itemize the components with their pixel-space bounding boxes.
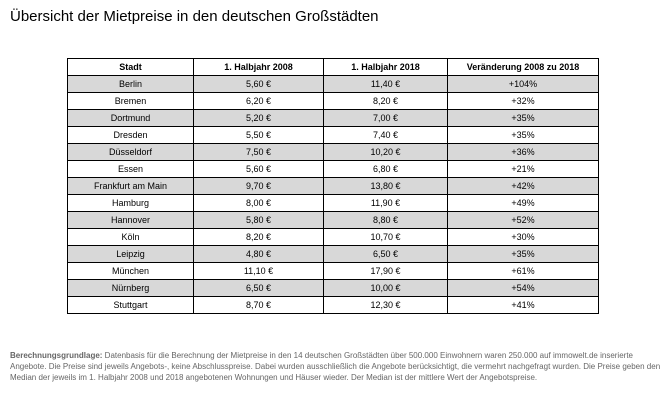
table-row: Hamburg 8,00 €11,90 € +49% — [67, 194, 599, 212]
value-cell: 4,80 € — [193, 245, 324, 263]
value-cell: 5,60 € — [193, 75, 324, 93]
value-cell: 7,00 € — [323, 109, 448, 127]
value-cell: 6,50 € — [193, 279, 324, 297]
city-cell: Leipzig — [67, 245, 194, 263]
value-cell: 8,20 € — [193, 228, 324, 246]
rent-price-table: Stadt 1. Halbjahr 2008 1. Halbjahr 2018 Ver… — [67, 58, 599, 314]
table-row: Nürnberg 6,50 €10,00 € +54% — [67, 279, 599, 297]
value-cell: 10,70 € — [323, 228, 448, 246]
city-cell: Frankfurt am Main — [67, 177, 194, 195]
city-cell: Dortmund — [67, 109, 194, 127]
city-cell: Essen — [67, 160, 194, 178]
column-header: Stadt — [67, 58, 194, 76]
value-cell: +49% — [447, 194, 599, 212]
value-cell: 11,40 € — [323, 75, 448, 93]
value-cell: 13,80 € — [323, 177, 448, 195]
value-cell: 11,90 € — [323, 194, 448, 212]
city-cell: Köln — [67, 228, 194, 246]
table-row: Frankfurt am Main 9,70 €13,80 € +42% — [67, 177, 599, 195]
value-cell: 6,20 € — [193, 92, 324, 110]
city-cell: Bremen — [67, 92, 194, 110]
table-row: Dortmund 5,20 €7,00 € +35% — [67, 109, 599, 127]
table-row: München 11,10 €17,90 € +61% — [67, 262, 599, 280]
city-cell: Hannover — [67, 211, 194, 229]
table-row: Berlin 5,60 €11,40 € +104% — [67, 75, 599, 93]
table-row: Düsseldorf 7,50 €10,20 € +36% — [67, 143, 599, 161]
value-cell: +36% — [447, 143, 599, 161]
value-cell: 17,90 € — [323, 262, 448, 280]
value-cell: +35% — [447, 245, 599, 263]
value-cell: 8,80 € — [323, 211, 448, 229]
value-cell: +52% — [447, 211, 599, 229]
city-cell: Düsseldorf — [67, 143, 194, 161]
table-row: Leipzig 4,80 €6,50 € +35% — [67, 245, 599, 263]
value-cell: 5,60 € — [193, 160, 324, 178]
value-cell: +61% — [447, 262, 599, 280]
table-row: Stuttgart 8,70 €12,30 € +41% — [67, 296, 599, 314]
city-cell: Nürnberg — [67, 279, 194, 297]
column-header: Veränderung 2008 zu 2018 — [447, 58, 599, 76]
footnote: Berechnungsgrundlage: Datenbasis für die… — [10, 350, 663, 383]
value-cell: 10,20 € — [323, 143, 448, 161]
value-cell: 12,30 € — [323, 296, 448, 314]
city-cell: Hamburg — [67, 194, 194, 212]
table-row: Dresden 5,50 €7,40 € +35% — [67, 126, 599, 144]
table-body: Berlin 5,60 €11,40 € +104% Bremen 6,20 €8,20… — [67, 75, 599, 314]
value-cell: 8,70 € — [193, 296, 324, 314]
footnote-text: Datenbasis für die Berechnung der Mietpr… — [10, 351, 661, 382]
value-cell: 5,20 € — [193, 109, 324, 127]
table-head: Stadt 1. Halbjahr 2008 1. Halbjahr 2018 Ver… — [67, 58, 599, 76]
value-cell: +42% — [447, 177, 599, 195]
value-cell: 9,70 € — [193, 177, 324, 195]
value-cell: +35% — [447, 109, 599, 127]
city-cell: München — [67, 262, 194, 280]
value-cell: 6,80 € — [323, 160, 448, 178]
value-cell: +41% — [447, 296, 599, 314]
value-cell: +104% — [447, 75, 599, 93]
value-cell: +21% — [447, 160, 599, 178]
value-cell: 8,00 € — [193, 194, 324, 212]
table-header-row: Stadt 1. Halbjahr 2008 1. Halbjahr 2018 Ver… — [67, 58, 599, 76]
city-cell: Berlin — [67, 75, 194, 93]
value-cell: 7,40 € — [323, 126, 448, 144]
value-cell: 8,20 € — [323, 92, 448, 110]
page-title: Übersicht der Mietpreise in den deutsche… — [10, 8, 379, 25]
table-row: Bremen 6,20 €8,20 € +32% — [67, 92, 599, 110]
value-cell: 5,50 € — [193, 126, 324, 144]
value-cell: +54% — [447, 279, 599, 297]
value-cell: +35% — [447, 126, 599, 144]
value-cell: +32% — [447, 92, 599, 110]
city-cell: Dresden — [67, 126, 194, 144]
value-cell: 6,50 € — [323, 245, 448, 263]
column-header: 1. Halbjahr 2008 — [193, 58, 324, 76]
value-cell: +30% — [447, 228, 599, 246]
column-header: 1. Halbjahr 2018 — [323, 58, 448, 76]
table-row: Essen 5,60 €6,80 € +21% — [67, 160, 599, 178]
city-cell: Stuttgart — [67, 296, 194, 314]
footnote-label: Berechnungsgrundlage: — [10, 351, 103, 360]
value-cell: 11,10 € — [193, 262, 324, 280]
table-row: Hannover 5,80 €8,80 € +52% — [67, 211, 599, 229]
table-row: Köln 8,20 €10,70 € +30% — [67, 228, 599, 246]
value-cell: 10,00 € — [323, 279, 448, 297]
value-cell: 7,50 € — [193, 143, 324, 161]
value-cell: 5,80 € — [193, 211, 324, 229]
